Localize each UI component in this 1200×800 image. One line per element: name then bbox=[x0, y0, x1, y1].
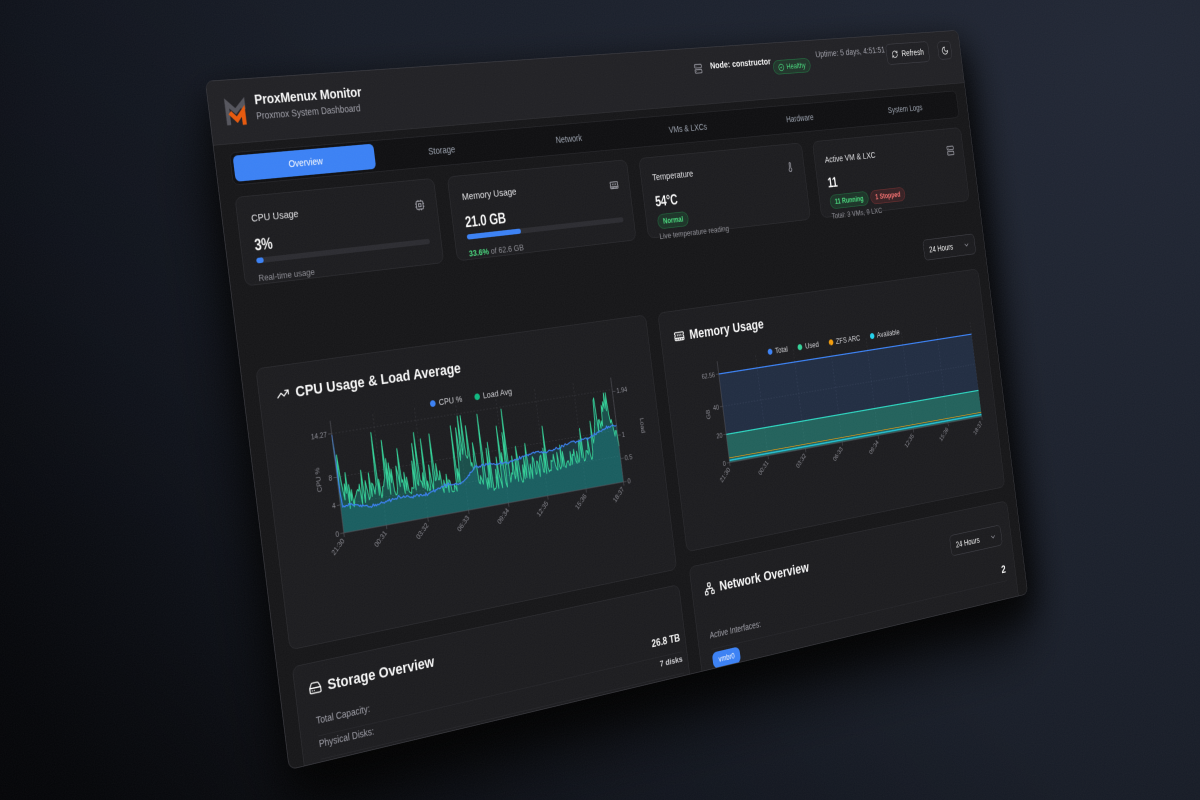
svg-text:8: 8 bbox=[328, 474, 333, 484]
svg-text:00:31: 00:31 bbox=[372, 529, 388, 549]
svg-text:12:35: 12:35 bbox=[903, 432, 915, 449]
svg-text:20: 20 bbox=[716, 431, 723, 440]
svg-text:CPU %: CPU % bbox=[313, 467, 324, 493]
svg-text:00:31: 00:31 bbox=[757, 459, 770, 477]
svg-text:18:37: 18:37 bbox=[972, 419, 984, 436]
svg-text:12:35: 12:35 bbox=[535, 499, 550, 518]
svg-text:21:30: 21:30 bbox=[330, 537, 346, 557]
svg-text:03:32: 03:32 bbox=[414, 521, 430, 541]
svg-text:14.27: 14.27 bbox=[310, 430, 327, 442]
svg-text:Load: Load bbox=[638, 417, 647, 433]
svg-text:1: 1 bbox=[621, 430, 625, 439]
svg-text:15:36: 15:36 bbox=[938, 426, 950, 443]
svg-text:4: 4 bbox=[332, 501, 337, 511]
svg-text:62.56: 62.56 bbox=[701, 371, 715, 381]
svg-text:09:34: 09:34 bbox=[868, 438, 880, 456]
svg-text:0.5: 0.5 bbox=[624, 453, 633, 463]
svg-text:40: 40 bbox=[713, 403, 720, 412]
svg-text:21:30: 21:30 bbox=[718, 466, 731, 484]
svg-text:15:36: 15:36 bbox=[574, 492, 589, 511]
svg-text:GB: GB bbox=[704, 409, 712, 420]
svg-text:1.94: 1.94 bbox=[616, 385, 628, 395]
svg-text:03:32: 03:32 bbox=[795, 452, 808, 470]
svg-text:09:34: 09:34 bbox=[496, 506, 511, 526]
svg-text:0: 0 bbox=[627, 477, 631, 486]
svg-text:06:33: 06:33 bbox=[832, 445, 845, 463]
svg-text:18:37: 18:37 bbox=[611, 485, 625, 504]
svg-text:06:33: 06:33 bbox=[455, 514, 470, 534]
